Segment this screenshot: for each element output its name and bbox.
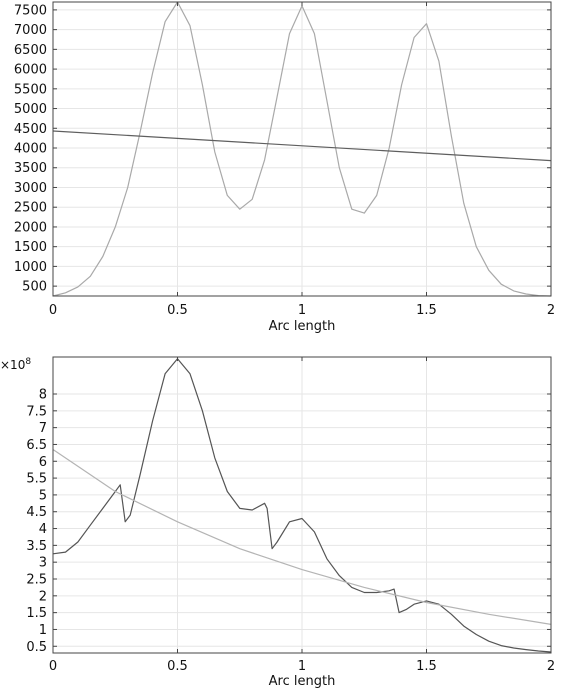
series-line-1 bbox=[52, 449, 552, 625]
arc-length-chart-bottom: 0 0.5 1 1.5 20.511.522.533.544.555.566.577.5… bbox=[0, 356, 555, 689]
y-tick-label: 4.5 bbox=[26, 505, 47, 520]
y-tick-label: 3000 bbox=[14, 181, 47, 196]
y-tick-label: 8 bbox=[39, 388, 47, 403]
x-tick-label: 0.5 bbox=[167, 303, 188, 318]
x-tick-label: 1.5 bbox=[416, 659, 437, 674]
y-tick-label: 5 bbox=[39, 488, 47, 503]
y-tick-label: 5000 bbox=[14, 102, 47, 117]
y-tick-label: 6000 bbox=[14, 63, 47, 78]
y-tick-label: 4500 bbox=[14, 122, 47, 137]
y-scale-label: ×108 bbox=[0, 357, 31, 372]
y-tick-label: 7500 bbox=[14, 3, 47, 18]
y-scale-exponent: 8 bbox=[25, 357, 31, 367]
y-tick-label: 2.5 bbox=[26, 573, 47, 588]
y-tick-label: 5500 bbox=[14, 82, 47, 97]
y-tick-label: 4000 bbox=[14, 142, 47, 157]
y-tick-label: 1 bbox=[39, 623, 47, 638]
y-tick-label: 2500 bbox=[14, 201, 47, 216]
y-tick-label: 1.5 bbox=[26, 606, 47, 621]
y-tick-label: 2000 bbox=[14, 220, 47, 235]
y-tick-label: 6500 bbox=[14, 43, 47, 58]
y-tick-label: 7.5 bbox=[26, 404, 47, 419]
x-axis-label: Arc length bbox=[269, 674, 336, 689]
x-tick-label: 0.5 bbox=[167, 659, 188, 674]
y-tick-label: 7 bbox=[39, 421, 47, 436]
y-tick-label: 2 bbox=[39, 589, 47, 604]
y-tick-label: 6 bbox=[39, 455, 47, 470]
x-axis-label: Arc length bbox=[269, 319, 336, 334]
y-tick-label: 0.5 bbox=[26, 640, 47, 655]
y-tick-label: 3.5 bbox=[26, 539, 47, 554]
y-tick-label: 500 bbox=[22, 280, 47, 295]
y-tick-label: 3500 bbox=[14, 161, 47, 176]
y-tick-label: 1500 bbox=[14, 240, 47, 255]
series-line-0 bbox=[52, 358, 552, 653]
y-tick-label: 7000 bbox=[14, 23, 47, 38]
x-tick-label: 1.5 bbox=[416, 303, 437, 318]
y-tick-label: 5.5 bbox=[26, 472, 47, 487]
x-tick-label: 1 bbox=[298, 659, 306, 674]
x-tick-label: 1 bbox=[298, 303, 306, 318]
x-tick-label: 0 bbox=[49, 659, 57, 674]
y-tick-label: 3 bbox=[39, 556, 47, 571]
series-line-1 bbox=[52, 130, 552, 162]
arc-length-chart-top: 0 0.5 1 1.5 25001000150020002500300035004000… bbox=[14, 1, 555, 334]
x-tick-label: 2 bbox=[547, 659, 555, 674]
x-tick-label: 2 bbox=[547, 303, 555, 318]
y-scale-base: ×10 bbox=[0, 358, 25, 372]
y-tick-label: 6.5 bbox=[26, 438, 47, 453]
x-tick-label: 0 bbox=[49, 303, 57, 318]
y-tick-label: 4 bbox=[39, 522, 47, 537]
y-tick-label: 1000 bbox=[14, 260, 47, 275]
